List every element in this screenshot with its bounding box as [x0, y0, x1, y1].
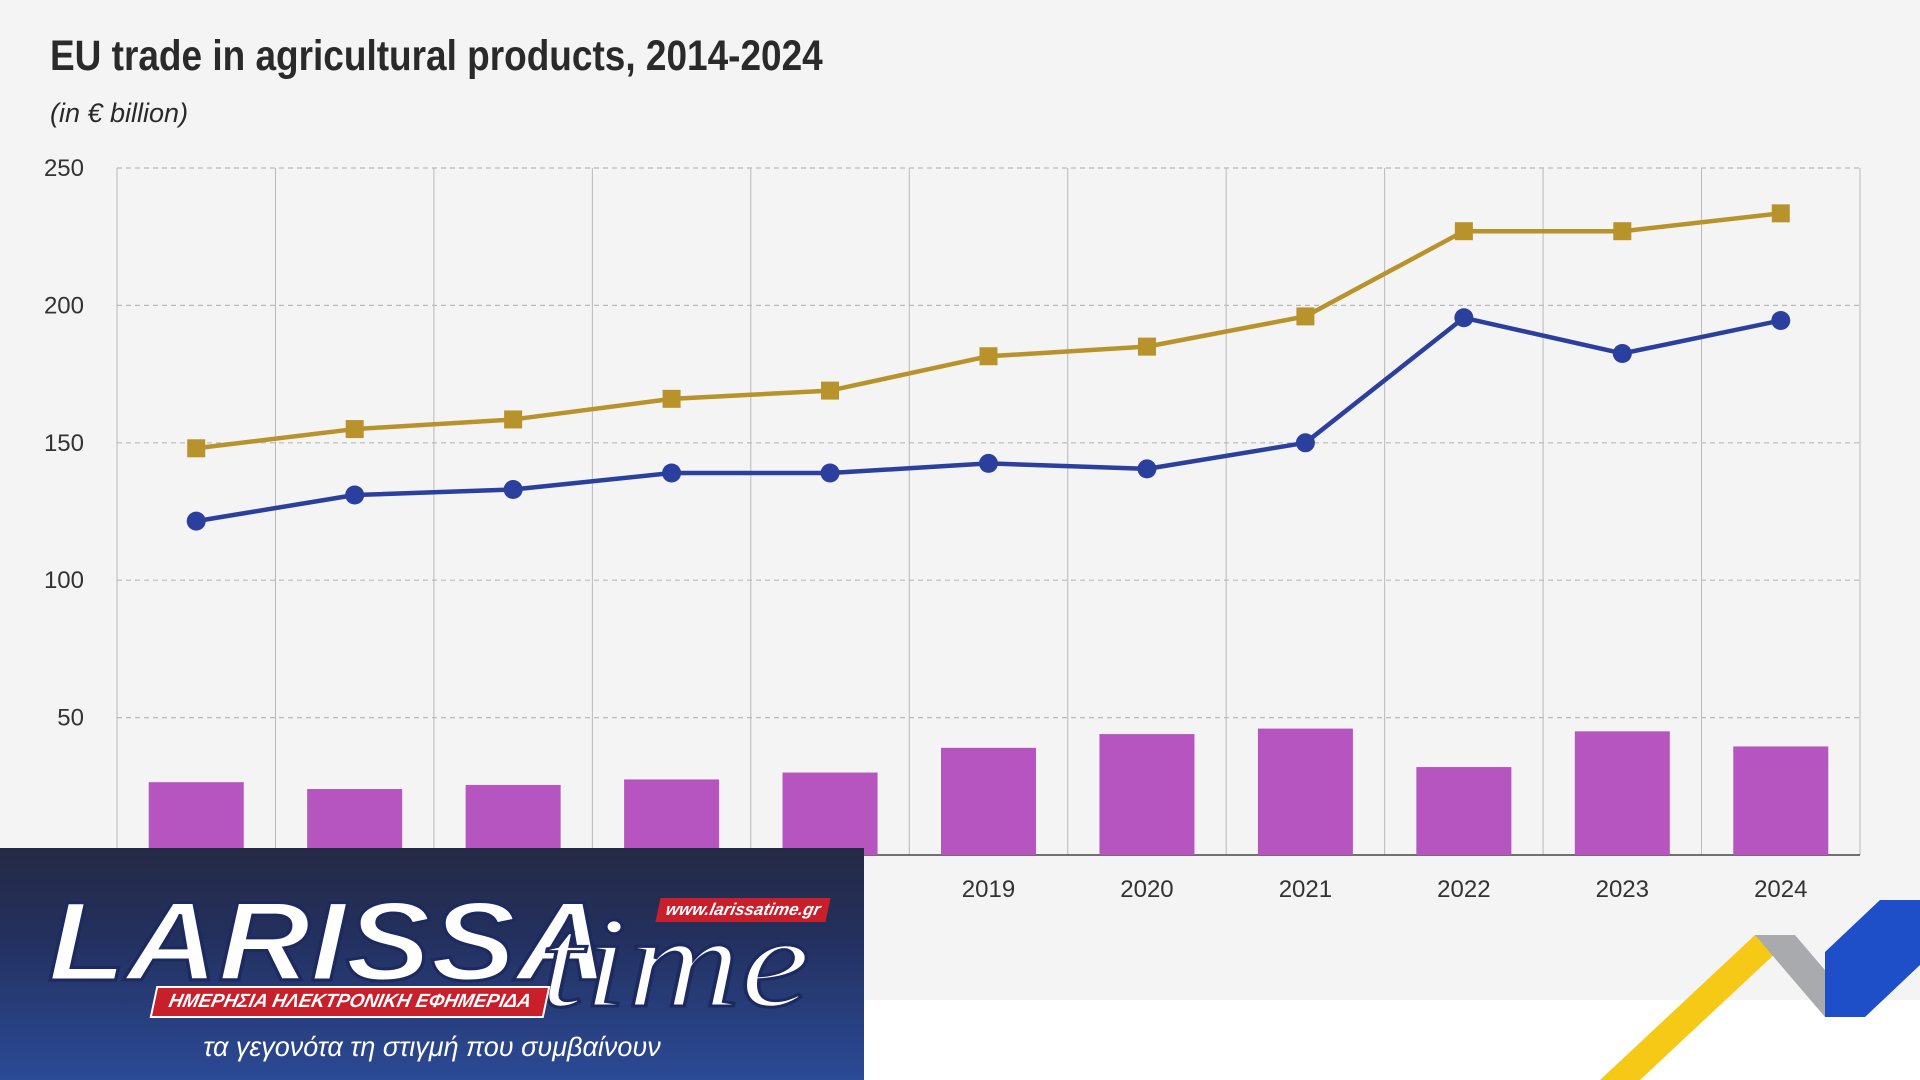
- imports-marker: [503, 480, 523, 500]
- imports-marker: [1295, 433, 1315, 453]
- x-tick-label: 2022: [1437, 876, 1490, 903]
- exports-marker: [1613, 222, 1632, 241]
- exports-marker: [662, 389, 681, 408]
- exports-marker: [1296, 307, 1315, 326]
- balance-bar: [624, 779, 720, 855]
- y-tick-label: 150: [44, 430, 84, 457]
- x-tick-label: 2019: [962, 876, 1015, 903]
- x-tick-label: 2024: [1754, 876, 1807, 903]
- imports-marker: [820, 463, 840, 483]
- exports-marker: [1771, 204, 1790, 223]
- chart-panel: EU trade in agricultural products, 2014-…: [0, 0, 1920, 1000]
- x-tick-label: 2020: [1120, 876, 1173, 903]
- balance-bar: [1416, 767, 1512, 855]
- y-tick-label: 250: [44, 155, 84, 182]
- y-tick-label: 100: [44, 567, 84, 594]
- imports-marker: [1771, 311, 1791, 331]
- exports-marker: [187, 439, 206, 458]
- imports-marker: [186, 511, 206, 531]
- larissatime-banner[interactable]: LARISSA time www.larissatime.gr ΗΜΕΡΗΣΙΑ…: [0, 848, 864, 1080]
- balance-bar: [782, 772, 878, 855]
- exports-marker: [979, 347, 998, 366]
- exports-marker: [821, 381, 840, 400]
- stripe-blue: [1825, 900, 1920, 1017]
- y-tick-label: 200: [44, 292, 84, 319]
- exports-marker: [1454, 222, 1473, 241]
- balance-bar: [941, 747, 1036, 855]
- exports-marker: [504, 410, 523, 429]
- chart-subtitle: (in € billion): [50, 98, 189, 128]
- x-tick-label: 2023: [1596, 876, 1649, 903]
- balance-bar: [1099, 734, 1195, 855]
- imports-marker: [979, 453, 998, 473]
- x-tick-label: 2021: [1279, 876, 1332, 903]
- newspaper-motto: τα γεγονότα τη στιγμή που συμβαίνουν: [203, 1032, 661, 1062]
- balance-bar: [1574, 731, 1670, 855]
- logo-main-text: LARISSA: [48, 879, 608, 1004]
- imports-marker: [1137, 459, 1157, 479]
- newspaper-tagline: ΗΜΕΡΗΣΙΑ ΗΛΕΚΤΡΟΝΙΚΗ ΕΦΗΜΕΡΙΔΑ: [152, 988, 548, 1016]
- balance-bar: [465, 784, 561, 855]
- stripe-yellow: [1600, 935, 1795, 1080]
- y-tick-label: 50: [57, 705, 84, 732]
- balance-bar: [1257, 728, 1353, 855]
- balance-bar: [307, 789, 403, 855]
- chart-title: EU trade in agricultural products, 2014-…: [50, 32, 823, 80]
- balance-bar: [148, 782, 244, 855]
- imports-marker: [1612, 343, 1632, 363]
- imports-marker: [1454, 308, 1474, 328]
- imports-marker: [345, 485, 365, 505]
- balance-bar: [1733, 746, 1829, 855]
- exports-marker: [345, 420, 364, 439]
- website-url[interactable]: www.larissatime.gr: [655, 898, 831, 922]
- decorative-stripes: [1600, 900, 1920, 1080]
- chart-svg: 250 200 150 100 50 2019 2020 2021 2022 2023 2024: [44, 155, 1861, 903]
- exports-marker: [1137, 337, 1156, 356]
- imports-marker: [662, 463, 682, 483]
